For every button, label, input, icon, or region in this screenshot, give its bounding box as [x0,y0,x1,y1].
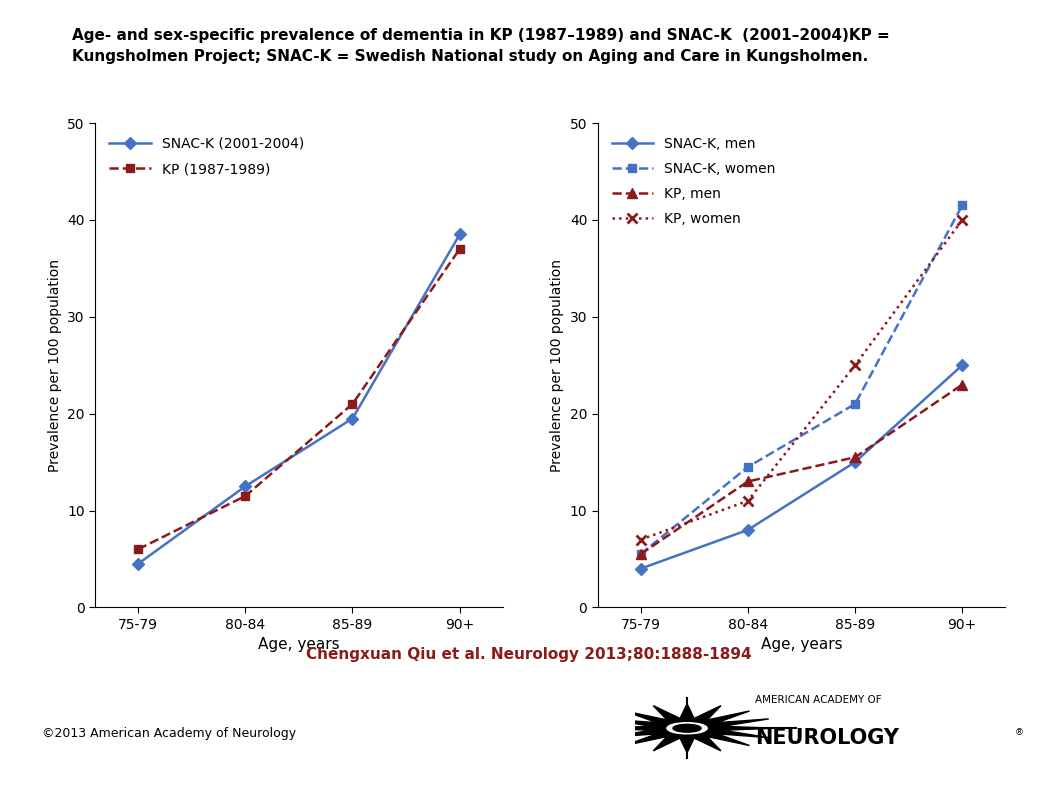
X-axis label: Age, years: Age, years [258,638,340,653]
Y-axis label: Prevalence per 100 population: Prevalence per 100 population [550,259,564,472]
Circle shape [667,723,707,734]
Text: ©2013 American Academy of Neurology: ©2013 American Academy of Neurology [42,727,296,739]
Legend: SNAC-K, men, SNAC-K, women, KP, men, KP, women: SNAC-K, men, SNAC-K, women, KP, men, KP,… [605,130,783,233]
Line: SNAC-K, women: SNAC-K, women [637,201,966,558]
SNAC-K (2001-2004) [132,559,145,569]
KP, women [849,360,861,370]
Legend: SNAC-K (2001-2004), KP (1987-1989): SNAC-K (2001-2004), KP (1987-1989) [103,130,311,183]
SNAC-K, men [849,457,861,467]
Text: Chengxuan Qiu et al. Neurology 2013;80:1888-1894: Chengxuan Qiu et al. Neurology 2013;80:1… [306,647,752,662]
Circle shape [673,724,701,732]
Text: AMERICAN ACADEMY OF: AMERICAN ACADEMY OF [755,695,882,705]
Line: SNAC-K (2001-2004): SNAC-K (2001-2004) [134,230,463,568]
KP, men [849,453,861,462]
Y-axis label: Prevalence per 100 population: Prevalence per 100 population [48,259,61,472]
Line: KP, men: KP, men [636,380,967,559]
SNAC-K, men [955,360,968,370]
KP, women [635,535,647,545]
Text: Kungsholmen Project; SNAC-K = Swedish National study on Aging and Care in Kungsh: Kungsholmen Project; SNAC-K = Swedish Na… [72,49,869,64]
Line: SNAC-K, men: SNAC-K, men [637,361,966,572]
Text: Age- and sex-specific prevalence of dementia in KP (1987–1989) and SNAC-K  (2001: Age- and sex-specific prevalence of deme… [72,28,890,43]
KP, men [742,476,754,486]
KP, men [955,380,968,389]
Text: NEUROLOGY: NEUROLOGY [755,728,899,748]
Line: KP, women: KP, women [636,215,967,545]
SNAC-K, women [955,201,968,210]
KP, women [955,215,968,225]
Text: ®: ® [1015,728,1024,738]
Line: KP (1987-1989): KP (1987-1989) [134,245,463,553]
KP (1987-1989) [346,399,359,409]
KP (1987-1989) [239,491,252,501]
SNAC-K, women [849,399,861,409]
KP (1987-1989) [132,545,145,554]
SNAC-K (2001-2004) [239,481,252,491]
X-axis label: Age, years: Age, years [761,638,842,653]
Polygon shape [599,703,776,753]
SNAC-K, women [635,549,647,559]
KP (1987-1989) [453,245,466,254]
SNAC-K (2001-2004) [453,229,466,239]
SNAC-K (2001-2004) [346,414,359,423]
SNAC-K, men [635,564,647,573]
SNAC-K, women [742,462,754,472]
KP, men [635,549,647,559]
KP, women [742,496,754,506]
SNAC-K, men [742,525,754,534]
